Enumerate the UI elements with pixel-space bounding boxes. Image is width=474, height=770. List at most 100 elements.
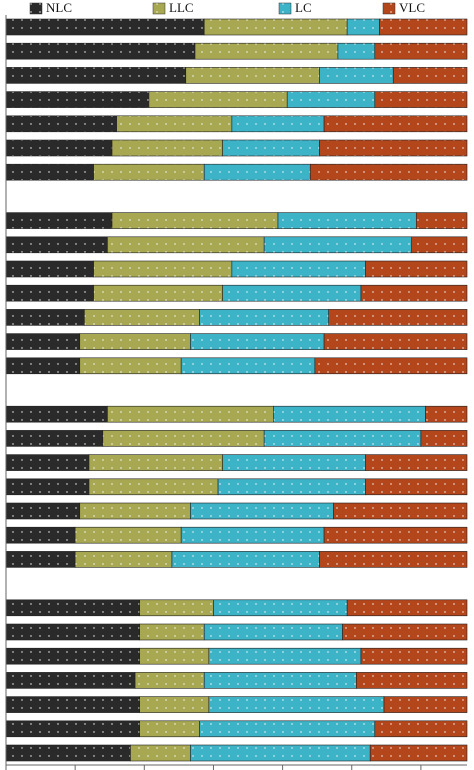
bar-segment xyxy=(415,212,468,229)
legend-label: VLC xyxy=(399,0,425,15)
bar-segment xyxy=(356,672,468,689)
bar-segment xyxy=(374,91,468,108)
bar-segment xyxy=(74,526,182,544)
bar-segment xyxy=(319,139,468,157)
bar-segment xyxy=(199,309,329,326)
bar-segment xyxy=(286,91,376,108)
bar-segment xyxy=(5,18,205,36)
bar-segment xyxy=(217,478,366,496)
bar-segment xyxy=(79,357,182,375)
bar-segment xyxy=(208,647,362,665)
bar-segment xyxy=(111,212,279,229)
bar-segment xyxy=(199,720,376,738)
bar-segment xyxy=(319,67,394,84)
bar-segment xyxy=(5,599,140,617)
bar-segment xyxy=(231,115,325,133)
bar-segment xyxy=(130,744,191,762)
bar-segment xyxy=(309,163,468,181)
bar-segment xyxy=(203,623,343,641)
bar-segment xyxy=(5,502,81,520)
bar-segment xyxy=(190,502,334,520)
bar-segment xyxy=(323,115,468,133)
bar-segment xyxy=(369,744,468,762)
bar-segment xyxy=(208,696,385,713)
bar-segment xyxy=(346,18,380,36)
legend-swatch xyxy=(29,2,43,15)
bar-segment xyxy=(102,430,265,447)
bar-segment xyxy=(365,260,468,278)
bar-segment xyxy=(213,599,348,617)
bar-segment xyxy=(180,357,316,375)
bar-segment xyxy=(5,42,196,60)
bar-segment xyxy=(5,284,94,302)
bar-segment xyxy=(222,139,320,157)
bar-segment xyxy=(134,672,205,689)
bar-segment xyxy=(319,551,468,568)
bar-segment xyxy=(379,18,468,36)
bar-segment xyxy=(5,163,94,181)
bar-segment xyxy=(5,333,81,350)
bar-segment xyxy=(5,696,140,713)
bar-segment xyxy=(360,284,468,302)
bar-segment xyxy=(107,236,265,254)
bar-segment xyxy=(79,333,191,350)
bar-segment xyxy=(411,236,468,254)
legend-label: LC xyxy=(295,0,312,15)
bar-segment xyxy=(342,623,468,641)
bar-segment xyxy=(328,309,468,326)
bar-segment xyxy=(194,42,339,60)
bar-segment xyxy=(5,430,104,447)
bar-segment xyxy=(88,478,219,496)
bar-segment xyxy=(5,551,76,568)
bar-segment xyxy=(171,551,320,568)
bar-segment xyxy=(5,647,140,665)
bar-segment xyxy=(139,623,205,641)
legend-label: NLC xyxy=(46,0,72,15)
bar-segment xyxy=(222,284,362,302)
bar-segment xyxy=(5,260,94,278)
bar-segment xyxy=(74,551,173,568)
bar-segment xyxy=(185,67,320,84)
bar-segment xyxy=(5,720,140,738)
bar-segment xyxy=(5,623,140,641)
bar-segment xyxy=(263,430,422,447)
bar-segment xyxy=(5,236,108,254)
bar-segment xyxy=(203,163,311,181)
bar-segment xyxy=(5,672,136,689)
bar-segment xyxy=(5,454,90,471)
bar-segment xyxy=(333,502,468,520)
bar-segment xyxy=(383,696,468,713)
bar-segment xyxy=(79,502,191,520)
bar-segment xyxy=(203,672,357,689)
bar-segment xyxy=(392,67,468,84)
bar-segment xyxy=(374,720,468,738)
bar-segment xyxy=(425,405,468,423)
bar-segment xyxy=(148,91,288,108)
bar-segment xyxy=(222,454,366,471)
bar-segment xyxy=(337,42,376,60)
bar-segment xyxy=(88,454,223,471)
bar-segment xyxy=(360,647,468,665)
bar-segment xyxy=(190,333,325,350)
bar-segment xyxy=(5,744,131,762)
bar-segment xyxy=(116,115,233,133)
bar-segment xyxy=(180,526,325,544)
legend-swatch xyxy=(152,2,166,15)
bar-segment xyxy=(190,744,371,762)
bar-segment xyxy=(263,236,412,254)
bar-segment xyxy=(231,260,366,278)
bar-segment xyxy=(93,260,233,278)
bar-segment xyxy=(323,333,468,350)
bar-segment xyxy=(203,18,348,36)
bar-segment xyxy=(107,405,274,423)
bar-segment xyxy=(5,309,85,326)
bar-segment xyxy=(139,696,210,713)
bar-segment xyxy=(5,139,113,157)
bar-segment xyxy=(346,599,468,617)
bar-segment xyxy=(84,309,200,326)
bar-segment xyxy=(277,212,417,229)
bar-segment xyxy=(93,284,223,302)
legend-label: LLC xyxy=(169,0,194,15)
bar-segment xyxy=(420,430,468,447)
